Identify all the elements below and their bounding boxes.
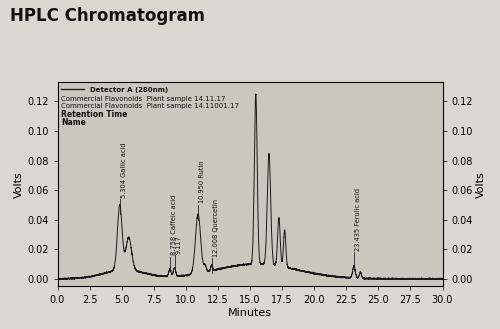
Text: Retention Time: Retention Time xyxy=(62,111,128,119)
Text: Name: Name xyxy=(62,118,86,127)
Text: Commercial Flavonoids  Plant sample 14.11.17: Commercial Flavonoids Plant sample 14.11… xyxy=(62,95,226,102)
Y-axis label: Volts: Volts xyxy=(476,171,486,198)
Text: HPLC Chromatogram: HPLC Chromatogram xyxy=(10,7,205,25)
Text: 8.758 Caffeic acid: 8.758 Caffeic acid xyxy=(171,195,177,255)
Y-axis label: Volts: Volts xyxy=(14,171,24,198)
Text: 10.950 Rutin: 10.950 Rutin xyxy=(200,161,205,203)
Text: 9.117: 9.117 xyxy=(176,235,182,254)
X-axis label: Minutes: Minutes xyxy=(228,308,272,318)
Text: Commercial Flavonoids  Plant sample 14.11001.17: Commercial Flavonoids Plant sample 14.11… xyxy=(62,103,240,109)
Text: 23.435 Ferulic acid: 23.435 Ferulic acid xyxy=(355,188,361,251)
Text: Detector A (280nm): Detector A (280nm) xyxy=(90,88,168,93)
Text: 12.008 Quercetin: 12.008 Quercetin xyxy=(213,199,219,257)
Text: 5.304 Gallic acid: 5.304 Gallic acid xyxy=(121,142,127,197)
